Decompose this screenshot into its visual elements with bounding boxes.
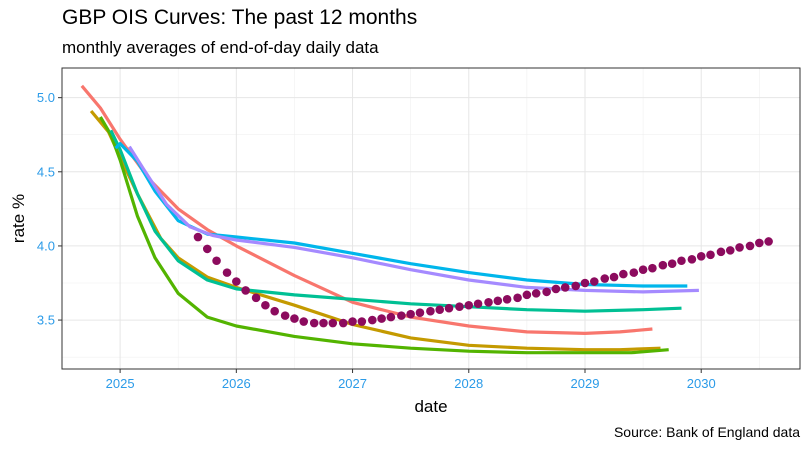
x-tick-label: 2029 (571, 376, 600, 391)
data-point (493, 296, 503, 306)
series-line-4 (109, 129, 682, 313)
plot-frame (61, 67, 801, 370)
plot-area (80, 84, 773, 355)
data-point (309, 318, 319, 328)
data-point (290, 314, 299, 323)
x-axis-label: date (414, 397, 447, 416)
data-point (261, 300, 270, 310)
data-point (706, 250, 715, 260)
y-tick-label: 4.0 (37, 238, 55, 253)
data-point (328, 318, 338, 328)
data-point (629, 268, 639, 277)
data-point (377, 314, 386, 323)
data-point (531, 289, 541, 298)
data-point (667, 259, 677, 269)
data-point (357, 317, 367, 326)
data-point (299, 317, 309, 326)
data-point (348, 317, 357, 326)
data-point (280, 311, 290, 320)
data-point (522, 290, 532, 300)
data-point (589, 277, 599, 286)
data-point (696, 252, 706, 261)
data-point (755, 238, 764, 248)
data-point (435, 305, 445, 314)
data-point (638, 265, 648, 274)
x-tick-label: 2030 (687, 376, 716, 391)
data-point (464, 300, 474, 310)
data-point (619, 269, 628, 279)
data-point (455, 302, 464, 312)
data-point (193, 232, 203, 242)
chart-caption: Source: Bank of England data (613, 424, 800, 440)
series-line-5 (114, 142, 688, 288)
data-point (222, 268, 232, 277)
data-point (368, 315, 377, 325)
data-point (502, 295, 512, 304)
ticks: 2025 2026 2027 2028 2029 2030 3.5 4.0 4.5 5.0 (37, 90, 716, 391)
data-point (764, 237, 773, 246)
data-point (745, 241, 755, 251)
data-point (609, 272, 619, 282)
data-point (319, 318, 328, 328)
data-point (677, 256, 686, 266)
data-point (251, 293, 261, 303)
grid (62, 68, 800, 369)
data-point (338, 318, 348, 328)
y-axis-label: rate % (9, 194, 28, 243)
chart-title: GBP OIS Curves: The past 12 months (62, 6, 418, 29)
x-tick-label: 2025 (106, 376, 135, 391)
data-point (551, 284, 561, 294)
y-tick-label: 5.0 (37, 90, 55, 105)
series-line-1 (80, 84, 653, 335)
data-point (415, 308, 425, 317)
data-point (513, 293, 522, 303)
data-point (580, 278, 590, 288)
x-tick-label: 2028 (454, 376, 483, 391)
data-point (270, 306, 279, 316)
data-point (658, 260, 668, 270)
data-point (687, 254, 697, 264)
series-line-6 (128, 145, 699, 294)
data-point (444, 303, 454, 313)
data-point (600, 274, 610, 283)
y-tick-label: 3.5 (37, 313, 55, 328)
data-point (484, 297, 493, 307)
data-point (648, 263, 657, 273)
data-point (397, 311, 406, 320)
data-point (560, 283, 570, 292)
data-point (571, 281, 580, 291)
x-tick-label: 2026 (222, 376, 251, 391)
data-point (426, 306, 435, 316)
data-point (735, 243, 744, 252)
data-point (473, 299, 483, 309)
data-point (725, 246, 735, 255)
data-point (212, 256, 221, 266)
data-point (202, 244, 212, 254)
y-tick-label: 4.5 (37, 164, 55, 179)
data-point (386, 312, 396, 322)
data-point (241, 286, 250, 295)
series-line-2 (89, 109, 661, 352)
series-dots (193, 232, 773, 328)
data-point (406, 309, 415, 319)
data-point (716, 247, 726, 257)
chart-subtitle: monthly averages of end-of-day daily dat… (62, 38, 379, 57)
x-tick-label: 2027 (338, 376, 367, 391)
series-line-3 (99, 116, 669, 355)
data-point (542, 287, 551, 297)
data-point (232, 277, 241, 286)
